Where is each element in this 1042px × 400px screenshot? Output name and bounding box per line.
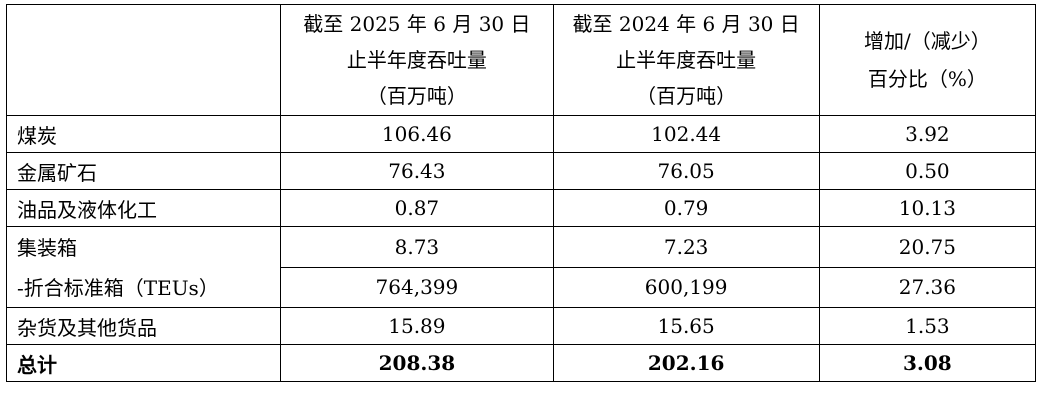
total-label: 总计 [5,344,282,382]
row-label-container: 集装箱 [5,226,282,267]
table-row: 煤炭 106.46 102.44 3.92 [5,115,1037,153]
value-2024: 102.44 [552,115,820,153]
value-2024: 600,199 [552,266,820,308]
value-2024: 7.23 [552,226,820,268]
value-pct: 1.53 [818,307,1037,345]
row-label: 金属矿石 [5,152,282,190]
header-2025: 截至 2025 年 6 月 30 日 止半年度吞吐量 （百万吨） [280,4,554,116]
value-2024: 0.79 [552,189,820,227]
value-2024: 76.05 [552,152,820,190]
value-2025: 8.73 [280,226,554,268]
value-pct: 20.75 [818,226,1037,268]
header-change-pct: 增加/（减少） 百分比（%） [818,4,1037,116]
row-label: 煤炭 [5,115,282,153]
header-2024: 截至 2024 年 6 月 30 日 止半年度吞吐量 （百万吨） [552,4,820,116]
value-pct: 3.92 [818,115,1037,153]
header-empty-cell [5,4,282,116]
value-2024: 15.65 [552,307,820,345]
table-header-row: 截至 2025 年 6 月 30 日 止半年度吞吐量 （百万吨） 截至 2024… [5,4,1037,116]
table-row-teu: -折合标准箱（TEUs） 764,399 600,199 27.36 [5,266,1037,308]
value-2025: 106.46 [280,115,554,153]
table-row: 油品及液体化工 0.87 0.79 10.13 [5,189,1037,227]
value-pct: 27.36 [818,266,1037,308]
table-row-container: 集装箱 8.73 7.23 20.75 [5,226,1037,268]
table-row: 金属矿石 76.43 76.05 0.50 [5,152,1037,190]
row-label-teu: -折合标准箱（TEUs） [5,267,282,308]
table-row: 杂货及其他货品 15.89 15.65 1.53 [5,307,1037,345]
row-label: 杂货及其他货品 [5,307,282,345]
value-2025: 15.89 [280,307,554,345]
table-row-total: 总计 208.38 202.16 3.08 [5,344,1037,382]
throughput-table: 截至 2025 年 6 月 30 日 止半年度吞吐量 （百万吨） 截至 2024… [5,4,1037,382]
value-pct: 10.13 [818,189,1037,227]
total-2024: 202.16 [552,344,820,382]
total-2025: 208.38 [280,344,554,382]
row-label: 油品及液体化工 [5,189,282,227]
value-2025: 764,399 [280,266,554,308]
total-pct: 3.08 [818,344,1037,382]
value-pct: 0.50 [818,152,1037,190]
value-2025: 0.87 [280,189,554,227]
value-2025: 76.43 [280,152,554,190]
